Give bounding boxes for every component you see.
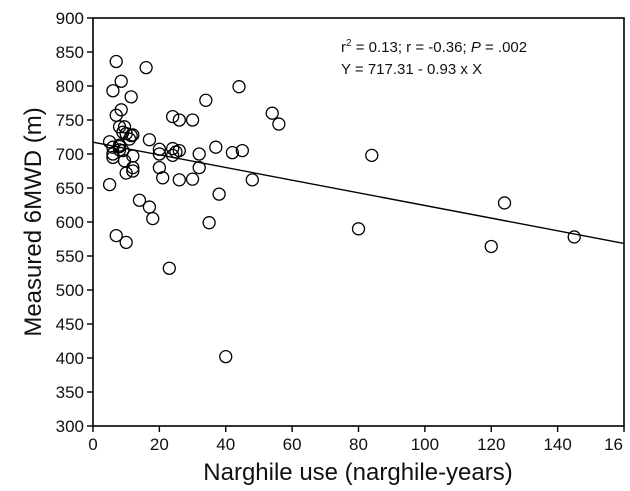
y-axis-title: Measured 6MWD (m) [20,107,47,336]
data-point [112,139,127,154]
data-point [114,103,128,117]
data-point [232,80,246,94]
data-point [245,173,259,187]
x-tick-label: 100 [411,435,439,454]
data-point [106,140,120,154]
y-tick-label: 450 [56,315,84,334]
regression-line [92,141,625,245]
data-point [102,177,117,192]
data-point [185,172,200,186]
y-tick-label: 850 [56,43,84,62]
y-tick-label: 300 [56,417,84,436]
data-point [365,148,379,163]
annotation-equation: Y = 717.31 - 0.93 x X [341,61,482,78]
data-point [106,84,120,98]
y-tick-label: 900 [56,9,84,28]
data-point [106,147,120,161]
data-point [114,74,128,88]
data-point [165,148,180,163]
x-tick-label: 16 [604,435,623,454]
data-point [219,349,233,364]
data-point [172,143,186,158]
data-point [172,173,186,187]
data-point [272,117,286,131]
data-point [116,143,130,158]
data-point [117,120,132,134]
annotation-stats: r2 = 0.13; r = -0.36; P = .002 [341,38,527,56]
data-point [192,160,206,175]
data-point [212,187,226,201]
y-axis-ticks: 300 350 400 450 500 550 600 650 700 750 800 850 900 [56,9,93,436]
data-point [152,147,167,161]
data-point [165,109,180,124]
data-point [351,222,366,236]
data-point [199,93,213,107]
y-tick-label: 500 [56,281,84,300]
data-point [126,164,140,178]
y-tick-label: 600 [56,213,84,232]
data-point [142,133,157,147]
data-point [497,196,512,210]
y-tick-label: 400 [56,349,84,368]
x-tick-label: 0 [88,435,97,454]
y-tick-label: 750 [56,111,84,130]
y-tick-label: 350 [56,383,84,402]
data-point [142,200,157,214]
data-point [192,147,206,161]
x-tick-label: 140 [543,435,571,454]
data-point [124,90,138,104]
x-axis-title: Narghile use (narghile-years) [203,459,512,486]
data-point [132,193,147,207]
data-points [102,54,581,364]
y-tick-label: 700 [56,145,84,164]
x-axis-ticks: 0 20 40 60 80 100 120 140 16 [88,426,625,454]
data-point [156,171,170,185]
y-tick-label: 550 [56,247,84,266]
data-point [235,143,249,158]
data-point [265,106,279,120]
x-tick-label: 40 [216,435,235,454]
data-point [109,228,123,243]
data-point [225,145,240,160]
data-point [185,113,200,127]
data-point [162,261,176,275]
x-tick-label: 80 [349,435,368,454]
data-point [119,235,133,250]
data-point [152,160,167,175]
data-point [202,216,216,230]
x-tick-label: 60 [283,435,302,454]
data-point [165,141,180,156]
data-point [484,239,498,254]
data-point [567,230,581,244]
y-tick-label: 650 [56,179,84,198]
data-point [172,113,186,127]
data-point [209,140,223,154]
plot-frame [92,17,625,427]
x-tick-label: 20 [150,435,169,454]
data-point [139,60,153,75]
data-point [109,54,123,69]
data-point [126,160,140,175]
y-tick-label: 800 [56,77,84,96]
data-point [152,142,167,156]
data-point [126,128,140,142]
data-point [146,211,160,226]
x-tick-label: 120 [477,435,505,454]
